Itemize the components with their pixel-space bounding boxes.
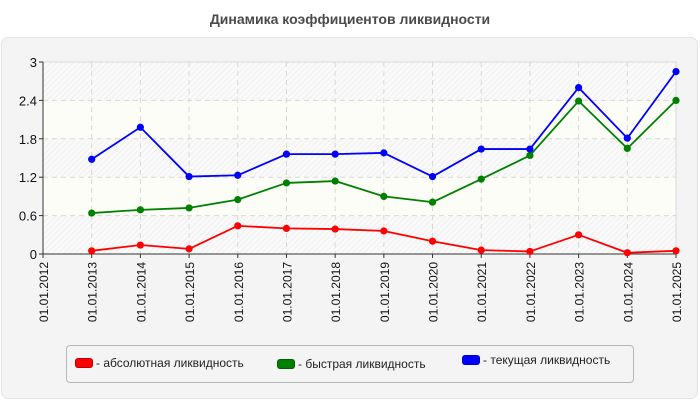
data-point[interactable] bbox=[526, 145, 534, 153]
data-point[interactable] bbox=[623, 134, 631, 142]
data-point[interactable] bbox=[185, 172, 193, 181]
data-point[interactable] bbox=[282, 179, 291, 187]
x-tick-label: 01.01.2017 bbox=[280, 262, 294, 322]
data-point[interactable] bbox=[477, 175, 485, 183]
data-point[interactable] bbox=[234, 171, 242, 179]
data-point[interactable] bbox=[234, 222, 242, 230]
x-tick-label: 01.01.2025 bbox=[670, 262, 684, 322]
x-tick-label: 01.01.2012 bbox=[37, 262, 51, 322]
data-point[interactable] bbox=[526, 151, 534, 160]
x-tick-label: 01.01.2015 bbox=[183, 262, 197, 322]
data-point[interactable] bbox=[136, 123, 144, 131]
legend-swatch-blue bbox=[462, 355, 480, 365]
data-point[interactable] bbox=[88, 155, 96, 163]
data-point[interactable] bbox=[672, 68, 680, 76]
x-tick-label: 01.01.2023 bbox=[573, 262, 587, 322]
data-point[interactable] bbox=[428, 198, 437, 206]
data-point[interactable] bbox=[575, 231, 583, 239]
legend: - абсолютная ликвидность - быстрая ликви… bbox=[66, 345, 634, 383]
data-point[interactable] bbox=[380, 192, 388, 200]
x-tick-label: 01.01.2016 bbox=[232, 262, 246, 322]
x-tick-label: 01.01.2022 bbox=[524, 262, 538, 322]
data-point[interactable] bbox=[331, 225, 339, 233]
y-tick-label: 2.4 bbox=[19, 93, 37, 108]
data-point[interactable] bbox=[526, 247, 534, 256]
data-series bbox=[88, 68, 680, 257]
data-point[interactable] bbox=[477, 145, 485, 153]
x-tick-label: 01.01.2020 bbox=[427, 262, 441, 322]
data-point[interactable] bbox=[477, 246, 485, 254]
gridlines bbox=[43, 61, 677, 254]
data-point[interactable] bbox=[331, 177, 339, 185]
legend-label: - абсолютная ликвидность bbox=[96, 356, 244, 370]
data-point[interactable] bbox=[185, 204, 193, 212]
x-tick-label: 01.01.2018 bbox=[329, 262, 343, 322]
x-tick-label: 01.01.2021 bbox=[475, 262, 489, 322]
data-point[interactable] bbox=[623, 249, 631, 257]
data-point[interactable] bbox=[428, 172, 437, 181]
legend-item-absolute: - абсолютная ликвидность bbox=[75, 356, 244, 370]
data-point[interactable] bbox=[672, 96, 680, 104]
y-tick-label: 3 bbox=[30, 55, 37, 70]
legend-swatch-green bbox=[277, 359, 295, 369]
data-point[interactable] bbox=[185, 245, 193, 253]
x-tick-label: 01.01.2024 bbox=[621, 262, 635, 322]
legend-item-current: - текущая ликвидность bbox=[462, 353, 610, 367]
data-point[interactable] bbox=[575, 97, 583, 105]
axes: 0 0.6 1.2 1.8 2.4 3 01.01.2012 01.01.2013 01.01.… bbox=[19, 55, 684, 322]
data-point[interactable] bbox=[136, 241, 144, 249]
x-tick-label: 01.01.2019 bbox=[378, 262, 392, 322]
data-point[interactable] bbox=[380, 227, 388, 235]
data-point[interactable] bbox=[623, 144, 631, 152]
data-point[interactable] bbox=[282, 150, 291, 158]
data-point[interactable] bbox=[136, 206, 144, 214]
plot-background bbox=[42, 61, 677, 255]
legend-swatch-red bbox=[75, 358, 93, 368]
data-point[interactable] bbox=[234, 196, 242, 204]
chart-title: Динамика коэффициентов ликвидности bbox=[209, 11, 491, 27]
y-tick-label: 1.8 bbox=[19, 132, 37, 147]
x-tick-label: 01.01.2014 bbox=[134, 262, 148, 322]
y-tick-label: 0 bbox=[30, 247, 37, 262]
y-tick-label: 0.6 bbox=[19, 209, 37, 224]
legend-label: - быстрая ликвидность bbox=[298, 357, 426, 371]
data-point[interactable] bbox=[282, 224, 291, 232]
y-tick-label: 1.2 bbox=[19, 170, 37, 185]
legend-item-quick: - быстрая ликвидность bbox=[277, 357, 426, 371]
data-point[interactable] bbox=[428, 237, 437, 245]
data-point[interactable] bbox=[331, 150, 339, 158]
data-point[interactable] bbox=[575, 84, 583, 92]
legend-label: - текущая ликвидность bbox=[483, 353, 611, 367]
data-point[interactable] bbox=[88, 209, 96, 217]
x-tick-label: 01.01.2013 bbox=[86, 262, 100, 322]
data-point[interactable] bbox=[672, 247, 680, 255]
data-point[interactable] bbox=[88, 247, 96, 255]
data-point[interactable] bbox=[380, 149, 388, 157]
